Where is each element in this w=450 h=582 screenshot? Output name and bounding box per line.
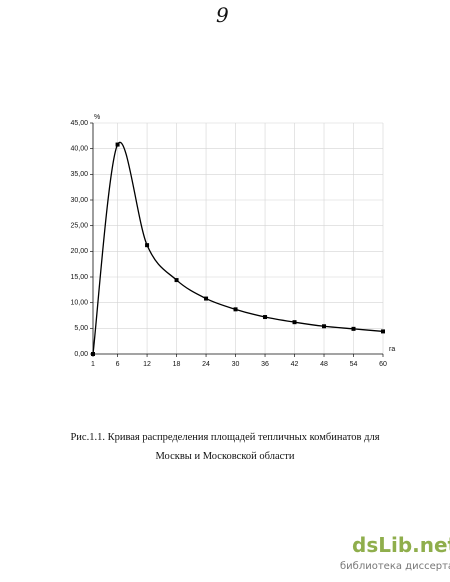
y-tick-label: 0,00 (74, 351, 88, 358)
y-tick-label: 25,00 (70, 223, 88, 230)
data-point (174, 278, 179, 283)
y-tick-label: 5,00 (74, 325, 88, 332)
page-number: 9 (216, 3, 229, 27)
data-point (292, 320, 297, 325)
x-tick-label: 36 (261, 361, 269, 368)
y-tick-label: 30,00 (70, 197, 88, 204)
y-tick-label: 15,00 (70, 274, 88, 281)
x-tick-label: 1 (91, 361, 95, 368)
data-point (322, 324, 327, 329)
x-tick-label: 48 (320, 361, 328, 368)
x-tick-label: 54 (350, 361, 358, 368)
data-point (351, 326, 356, 331)
data-point (263, 315, 268, 320)
data-point (145, 243, 150, 248)
x-tick-label: 12 (143, 361, 151, 368)
y-tick-label: 20,00 (70, 248, 88, 255)
data-point (204, 296, 209, 301)
caption-line: Москвы и Московской области (155, 451, 294, 462)
x-axis-label: га (389, 346, 395, 353)
y-axis-label: % (94, 114, 100, 121)
data-point (91, 352, 95, 356)
data-point (381, 329, 385, 334)
x-tick-label: 42 (291, 361, 299, 368)
watermark-brand: dsLib.net (352, 533, 450, 557)
y-tick-label: 45,00 (70, 120, 88, 127)
data-point (233, 307, 238, 312)
y-tick-label: 40,00 (70, 146, 88, 153)
x-tick-label: 30 (232, 361, 240, 368)
y-tick-label: 35,00 (70, 171, 88, 178)
watermark: dsLib.net библиотека диссертаций (340, 533, 450, 572)
x-tick-label: 24 (202, 361, 210, 368)
y-tick-label: 10,00 (70, 300, 88, 307)
x-tick-label: 18 (173, 361, 181, 368)
caption-line: Рис.1.1. Кривая распределения площадей т… (70, 432, 379, 443)
x-tick-label: 6 (116, 361, 120, 368)
x-tick-label: 60 (379, 361, 387, 368)
data-point (115, 142, 120, 147)
watermark-tagline: библиотека диссертаций (340, 561, 450, 572)
